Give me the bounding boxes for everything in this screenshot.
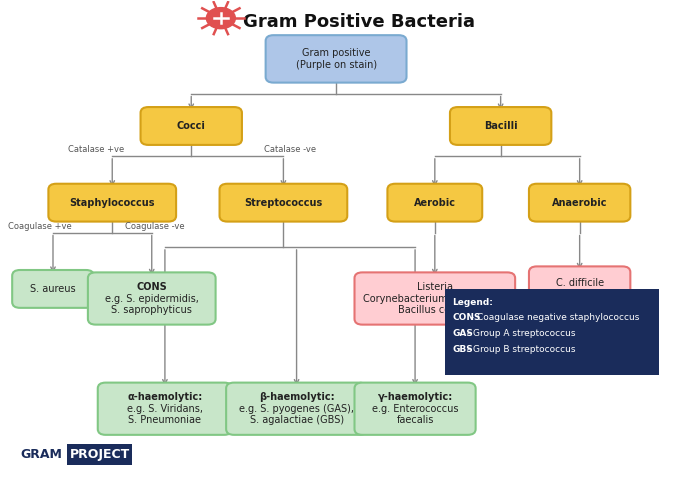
FancyBboxPatch shape bbox=[529, 267, 630, 311]
Text: β-haemolytic:: β-haemolytic: bbox=[259, 392, 335, 402]
Text: GRAM: GRAM bbox=[20, 448, 62, 461]
Text: - Group A streptococcus: - Group A streptococcus bbox=[464, 329, 575, 338]
FancyBboxPatch shape bbox=[354, 272, 515, 324]
Circle shape bbox=[207, 8, 235, 29]
Text: Catalase +ve: Catalase +ve bbox=[68, 145, 124, 154]
Text: S. agalactiae (GBS): S. agalactiae (GBS) bbox=[250, 415, 343, 425]
Text: Cocci: Cocci bbox=[177, 121, 205, 131]
FancyBboxPatch shape bbox=[529, 184, 630, 222]
Text: Coagulase +ve: Coagulase +ve bbox=[8, 222, 71, 231]
Text: α-haemolytic:: α-haemolytic: bbox=[127, 392, 203, 402]
Text: CONS: CONS bbox=[453, 313, 481, 322]
Text: PROJECT: PROJECT bbox=[69, 448, 130, 461]
Text: GBS: GBS bbox=[453, 345, 473, 354]
Text: Coagulase -ve: Coagulase -ve bbox=[125, 222, 185, 231]
Text: Gram positive
(Purple on stain): Gram positive (Purple on stain) bbox=[296, 48, 377, 70]
Text: Streptococcus: Streptococcus bbox=[244, 198, 322, 208]
Text: Staphylococcus: Staphylococcus bbox=[69, 198, 155, 208]
FancyBboxPatch shape bbox=[226, 383, 367, 435]
FancyBboxPatch shape bbox=[450, 107, 551, 145]
FancyBboxPatch shape bbox=[445, 289, 659, 375]
FancyBboxPatch shape bbox=[266, 35, 407, 82]
Text: faecalis: faecalis bbox=[396, 415, 434, 425]
Text: e.g. S. epidermidis,: e.g. S. epidermidis, bbox=[105, 294, 199, 304]
FancyBboxPatch shape bbox=[88, 272, 216, 324]
Text: e.g. Enterococcus: e.g. Enterococcus bbox=[372, 404, 458, 414]
Text: e.g. S. Viridans,: e.g. S. Viridans, bbox=[127, 404, 203, 414]
Text: S. saprophyticus: S. saprophyticus bbox=[112, 305, 192, 315]
Text: Bacilli: Bacilli bbox=[484, 121, 517, 131]
Text: S. Pneumoniae: S. Pneumoniae bbox=[129, 415, 201, 425]
Text: Listeria
Corynebacterium diphtheriae
Bacillus cereus: Listeria Corynebacterium diphtheriae Bac… bbox=[363, 282, 507, 315]
FancyBboxPatch shape bbox=[354, 383, 475, 435]
Text: S. aureus: S. aureus bbox=[30, 284, 75, 294]
Text: Legend:: Legend: bbox=[453, 297, 494, 307]
FancyBboxPatch shape bbox=[67, 444, 132, 465]
FancyBboxPatch shape bbox=[141, 107, 242, 145]
Text: - Group B streptococcus: - Group B streptococcus bbox=[464, 345, 575, 354]
FancyBboxPatch shape bbox=[12, 270, 94, 308]
Text: C. difficile
C. tetani: C. difficile C. tetani bbox=[556, 278, 604, 300]
FancyBboxPatch shape bbox=[388, 184, 482, 222]
Text: Aerobic: Aerobic bbox=[414, 198, 456, 208]
Text: γ-haemolytic:: γ-haemolytic: bbox=[377, 392, 453, 402]
Text: Anaerobic: Anaerobic bbox=[552, 198, 607, 208]
Text: Catalase -ve: Catalase -ve bbox=[264, 145, 316, 154]
Text: CONS: CONS bbox=[137, 282, 167, 292]
Text: Gram Positive Bacteria: Gram Positive Bacteria bbox=[243, 13, 475, 31]
FancyBboxPatch shape bbox=[48, 184, 176, 222]
Text: e.g. S. pyogenes (GAS),: e.g. S. pyogenes (GAS), bbox=[239, 404, 354, 414]
FancyBboxPatch shape bbox=[98, 383, 232, 435]
Text: - Coagulase negative staphylococcus: - Coagulase negative staphylococcus bbox=[468, 313, 639, 322]
Text: GAS: GAS bbox=[453, 329, 473, 338]
FancyBboxPatch shape bbox=[220, 184, 347, 222]
